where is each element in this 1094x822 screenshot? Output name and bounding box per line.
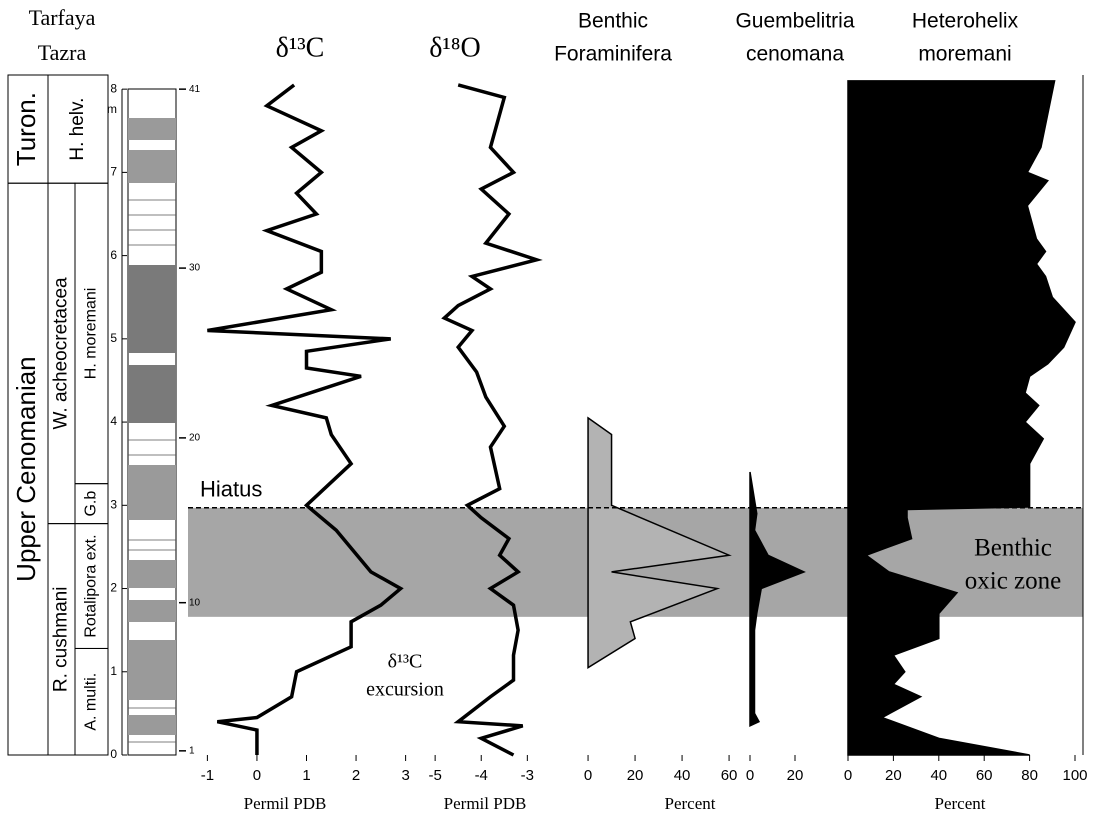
x-axis-label: Permil PDB [244, 794, 327, 813]
depth-tick-label: 6 [110, 248, 117, 262]
x-tick-label: 3 [401, 767, 409, 784]
panel-title: Foraminifera [554, 43, 672, 66]
panel-title: Heterohelix [912, 10, 1019, 33]
x-tick-label: 40 [930, 767, 947, 784]
panel-title: Guembelitria [735, 10, 854, 33]
oxic-zone-label: Benthic [974, 535, 1052, 562]
x-tick-label: -4 [475, 767, 488, 784]
x-tick-label: -3 [521, 767, 534, 784]
strat-cell [74, 647, 109, 756]
panel-title: cenomana [746, 43, 844, 66]
strat-label: H. helv. [67, 98, 88, 161]
panel-title: moremani [918, 43, 1011, 66]
data-area [749, 471, 806, 728]
x-tick-label: 20 [787, 767, 804, 784]
sample-number: 10 [189, 597, 201, 608]
data-area [847, 80, 1076, 756]
x-tick-label: 60 [721, 767, 738, 784]
x-tick-label: -5 [428, 767, 441, 784]
x-axis-label: Percent [935, 794, 986, 813]
x-axis-label: Permil PDB [444, 794, 527, 813]
depth-tick-label: 8 [110, 81, 117, 95]
depth-tick-label: 1 [110, 664, 117, 678]
x-tick-label: 100 [1062, 767, 1087, 784]
x-tick-label: 0 [253, 767, 261, 784]
depth-tick-label: 2 [110, 581, 117, 595]
strat-label: R. cushmani [51, 587, 72, 693]
strat-label: Rotalipora ext. [83, 534, 100, 637]
strat-label: W. acheocretacea [51, 277, 72, 430]
depth-unit: m [107, 102, 117, 116]
strat-label: A. multi. [83, 673, 100, 731]
data-line [207, 83, 404, 755]
panel-title: δ¹³C [276, 32, 325, 63]
x-tick-label: 0 [746, 767, 754, 784]
panel-title: Benthic [578, 10, 648, 33]
x-tick-label: 80 [1021, 767, 1038, 784]
excursion-label: δ¹³C [388, 651, 423, 673]
lithology-column [127, 88, 177, 756]
data-line [441, 83, 543, 757]
sample-number: 1 [189, 745, 195, 756]
depth-tick-label: 0 [110, 747, 117, 761]
depth-tick-label: 7 [110, 165, 117, 179]
x-tick-label: 20 [627, 767, 644, 784]
strat-label: G.b [83, 491, 100, 517]
depth-tick-label: 5 [110, 331, 117, 345]
excursion-label: excursion [366, 679, 444, 701]
x-tick-label: 2 [352, 767, 360, 784]
hiatus-label: Hiatus [200, 477, 262, 502]
x-tick-label: 60 [976, 767, 993, 784]
x-tick-label: 1 [302, 767, 310, 784]
strat-label: Upper Cenomanian [11, 356, 41, 581]
depth-tick-label: 4 [110, 414, 117, 428]
strat-label: H. moremani [83, 288, 100, 380]
column-title: Tarfaya [29, 5, 96, 30]
data-area [587, 416, 732, 669]
strat-label: Turon. [11, 92, 41, 166]
x-tick-label: 20 [885, 767, 902, 784]
sample-number: 41 [189, 84, 201, 95]
x-tick-label: 0 [844, 767, 852, 784]
sample-number: 20 [189, 433, 201, 444]
x-axis-label: Percent [665, 794, 716, 813]
x-tick-label: 0 [584, 767, 592, 784]
panel-title: δ¹⁸O [429, 32, 481, 63]
column-title: Tazra [38, 40, 87, 65]
sample-number: 30 [189, 263, 201, 274]
x-tick-label: -1 [201, 767, 214, 784]
depth-tick-label: 3 [110, 497, 117, 511]
oxic-zone-label: oxic zone [965, 568, 1061, 595]
x-tick-label: 40 [674, 767, 691, 784]
